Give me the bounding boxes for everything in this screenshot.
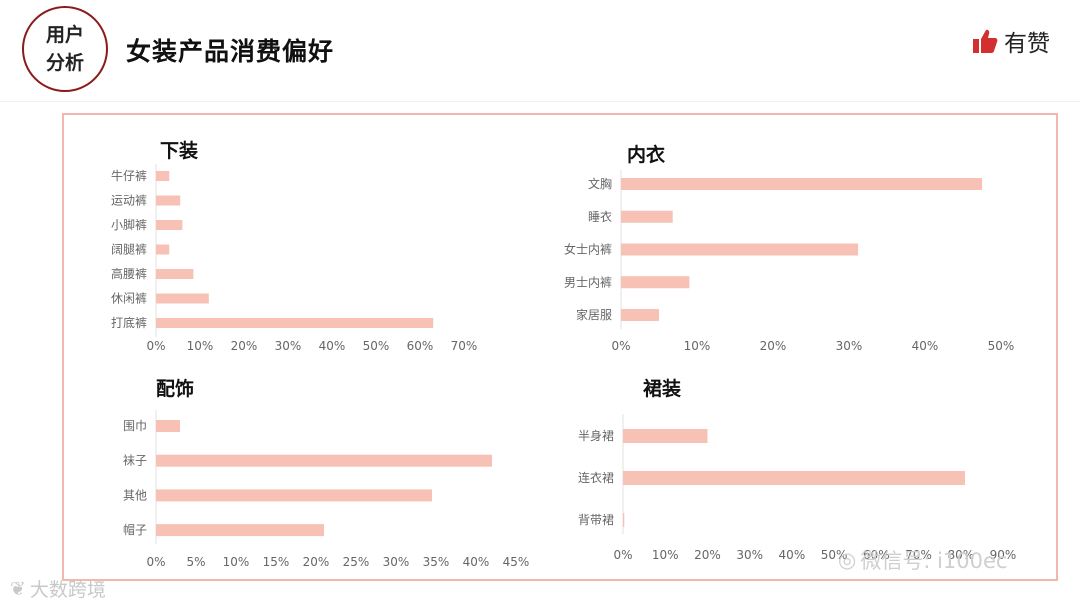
bar — [156, 220, 183, 230]
chart-panel-accessories: 配饰 围巾袜子其他帽子 0% 5% 10% 15% 20% 25% 30% 35% 40% 45% — [96, 370, 536, 570]
brand-logo: 有赞 — [972, 24, 1050, 58]
brand-name: 有赞 — [1004, 31, 1050, 57]
chart-panel-bottoms: 下装 牛仔裤运动裤小脚裤阔腿裤高腰裤休闲裤打底裤 0% 10% 20% 30% 40% 50… — [96, 128, 516, 358]
category-label: 背带裙 — [578, 513, 614, 527]
section-badge: 用户 分析 — [22, 6, 108, 92]
x-tick-label: 0% — [146, 555, 165, 569]
page-title: 女装产品消费偏好 — [126, 37, 335, 66]
bar — [623, 471, 965, 485]
x-tick-label: 35% — [423, 555, 450, 569]
x-tick-label: 50% — [363, 339, 390, 353]
category-label: 小脚裤 — [111, 217, 147, 232]
bar — [621, 309, 659, 321]
chart-title: 内衣 — [627, 144, 666, 166]
bar — [623, 513, 625, 527]
x-tick-label: 15% — [263, 555, 290, 569]
category-label: 连衣裙 — [578, 470, 614, 485]
x-tick-label: 10% — [187, 339, 214, 353]
x-tick-label: 60% — [863, 548, 890, 562]
bar — [156, 269, 194, 279]
bar — [156, 171, 170, 181]
category-label: 阔腿裤 — [111, 243, 147, 257]
wechat-logo-icon: ❦ — [10, 577, 26, 600]
bar — [156, 454, 492, 467]
x-tick-label: 40% — [319, 339, 346, 353]
chart-frame — [62, 113, 1058, 581]
category-label: 围巾 — [123, 419, 147, 433]
category-label: 家居服 — [576, 307, 612, 322]
x-tick-label: 60% — [407, 339, 434, 353]
x-tick-label: 20% — [694, 548, 721, 562]
x-tick-label: 20% — [760, 339, 787, 353]
watermark-right-text: 微信号: i100ec — [860, 549, 1008, 573]
bar — [156, 244, 170, 255]
x-tick-label: 0% — [611, 339, 630, 353]
x-tick-label: 30% — [736, 548, 763, 562]
chart-panel-skirts: 裙装 半身裙连衣裙背带裙 0% 10% 20% 30% 40% 50% 60% 70% 80% 90… — [550, 370, 1030, 570]
category-label: 女士内裤 — [564, 242, 612, 257]
bar — [156, 524, 324, 537]
x-tick-label: 10% — [684, 339, 711, 353]
chart-title: 下装 — [160, 140, 199, 162]
badge-line-2: 分析 — [45, 52, 84, 74]
thumbs-up-icon — [973, 29, 998, 53]
wechat-icon: ◎ — [838, 548, 857, 572]
category-label: 牛仔裤 — [111, 168, 147, 183]
watermark-left: ❦ 大数跨境 — [10, 575, 106, 602]
x-tick-label: 80% — [947, 548, 974, 562]
bar — [156, 489, 432, 502]
bar — [156, 195, 181, 206]
bar — [621, 276, 690, 289]
category-label: 半身裙 — [578, 428, 614, 443]
x-tick-label: 10% — [652, 548, 679, 562]
category-label: 休闲裤 — [111, 292, 147, 306]
category-label: 袜子 — [123, 454, 147, 468]
x-tick-label: 0% — [613, 548, 632, 562]
x-tick-label: 10% — [223, 555, 250, 569]
bar — [621, 243, 859, 256]
x-tick-label: 50% — [988, 339, 1015, 353]
x-tick-label: 70% — [451, 339, 478, 353]
x-tick-label: 30% — [383, 555, 410, 569]
chart-title: 配饰 — [156, 378, 195, 400]
chart-title: 裙装 — [643, 378, 682, 400]
watermark-left-text: 大数跨境 — [29, 579, 106, 601]
x-tick-label: 20% — [231, 339, 258, 353]
x-tick-label: 70% — [905, 548, 932, 562]
category-label: 其他 — [123, 488, 147, 502]
bar — [623, 429, 708, 443]
badge-line-1: 用户 — [45, 24, 84, 46]
bar — [156, 420, 180, 432]
x-tick-label: 50% — [821, 548, 848, 562]
bar — [621, 210, 673, 223]
category-label: 帽子 — [123, 522, 147, 537]
bar — [156, 318, 434, 328]
category-label: 打底裤 — [111, 315, 147, 330]
x-tick-label: 20% — [303, 555, 330, 569]
category-label: 运动裤 — [111, 194, 147, 208]
x-tick-label: 5% — [186, 555, 205, 569]
category-label: 文胸 — [588, 176, 612, 191]
chart-panel-underwear: 内衣 文胸睡衣女士内裤男士内裤家居服 0% 10% 20% 30% 40% 50% — [550, 128, 1030, 358]
x-tick-label: 90% — [990, 548, 1017, 562]
x-tick-label: 40% — [779, 548, 806, 562]
x-tick-label: 30% — [275, 339, 302, 353]
category-label: 高腰裤 — [111, 266, 147, 281]
x-tick-label: 25% — [343, 555, 370, 569]
x-tick-label: 40% — [463, 555, 490, 569]
x-tick-label: 40% — [912, 339, 939, 353]
x-tick-label: 45% — [503, 555, 530, 569]
bar — [621, 178, 982, 190]
bar — [156, 293, 209, 304]
x-tick-label: 30% — [836, 339, 863, 353]
x-tick-label: 0% — [146, 339, 165, 353]
header-divider — [0, 101, 1080, 102]
category-label: 男士内裤 — [564, 275, 612, 289]
watermark-right: ◎ 微信号: i100ec — [838, 545, 1007, 575]
category-label: 睡衣 — [588, 209, 612, 224]
